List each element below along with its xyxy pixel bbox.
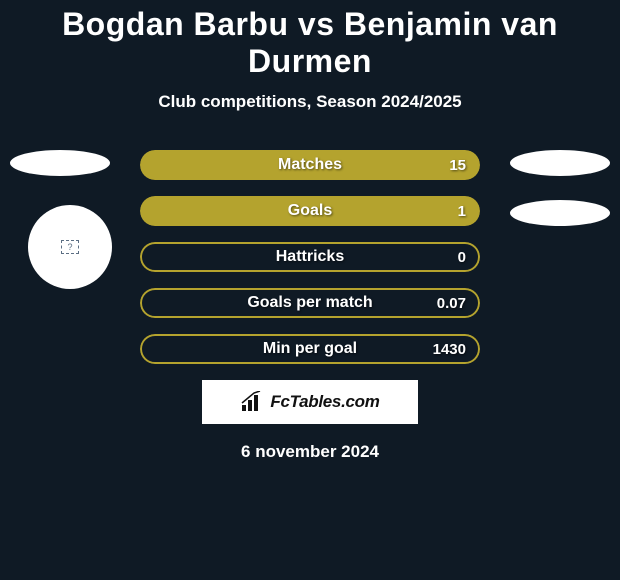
player-left-avatar: ?	[28, 205, 112, 289]
image-placeholder-icon: ?	[61, 240, 79, 254]
stat-bar-fill	[140, 196, 480, 226]
stat-value: 1	[458, 196, 466, 226]
stat-bar-border	[140, 242, 480, 272]
subtitle: Club competitions, Season 2024/2025	[0, 92, 620, 112]
stat-value: 1430	[433, 334, 466, 364]
stat-row: Min per goal1430	[140, 334, 480, 364]
player-right-disc2-icon	[510, 200, 610, 226]
stat-bar-border	[140, 288, 480, 318]
stat-bar-border	[140, 334, 480, 364]
player-left-disc-icon	[10, 150, 110, 176]
site-logo-text: FcTables.com	[270, 392, 379, 412]
stat-bar-fill	[140, 150, 480, 180]
site-logo[interactable]: FcTables.com	[202, 380, 418, 424]
stat-label: Hattricks	[140, 242, 480, 272]
stat-row: Hattricks0	[140, 242, 480, 272]
stat-bars: Matches15 Goals1 Hattricks0 Goals per match…	[140, 150, 480, 364]
stat-row: Goals1	[140, 196, 480, 226]
stat-label: Min per goal	[140, 334, 480, 364]
stat-row: Goals per match0.07	[140, 288, 480, 318]
page-title: Bogdan Barbu vs Benjamin van Durmen	[0, 0, 620, 80]
stat-value: 0.07	[437, 288, 466, 318]
stat-row: Matches15	[140, 150, 480, 180]
date-label: 6 november 2024	[0, 442, 620, 462]
bar-chart-icon	[240, 391, 264, 413]
stat-label: Goals per match	[140, 288, 480, 318]
comparison-area: ? Matches15 Goals1 Hattricks0 Goals per mat…	[0, 150, 620, 462]
stat-value: 0	[458, 242, 466, 272]
player-right-disc1-icon	[510, 150, 610, 176]
stat-value: 15	[449, 150, 466, 180]
